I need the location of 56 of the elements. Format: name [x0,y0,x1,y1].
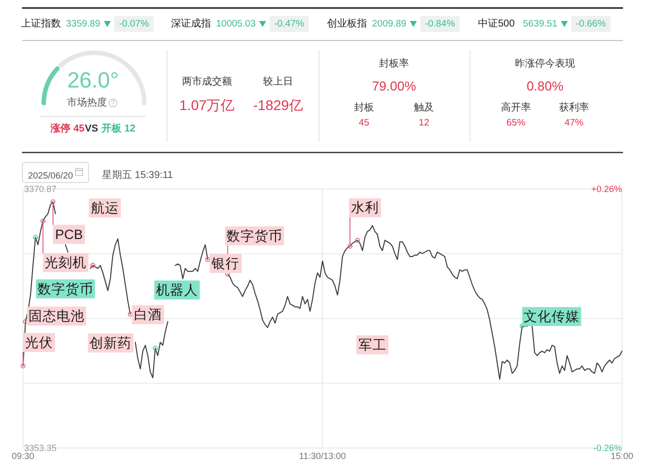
text: -0.47% [274,18,305,30]
annotation: 白酒 [134,307,162,322]
text: 45 [358,118,370,128]
annotation: 固态电池 [28,308,84,324]
y-tick-label: 3370.87 [24,184,57,194]
text: 昨涨停今表现 [515,58,575,70]
annotation: PCB [55,226,83,242]
annotation: 银行 [210,256,240,272]
text: 2009.89 [372,18,406,30]
text: -0.84% [424,18,456,30]
text: 涨停 45 [50,122,85,134]
text: 0.80% [526,78,564,94]
text: 10005.03 [216,18,256,30]
annotation: 数字货币 [226,228,282,244]
text: 开板 12 [100,122,136,134]
annotation: 机器人 [156,282,198,298]
y-tick-label: 3353.35 [24,443,57,453]
text: 12 [418,118,430,128]
annotation: 光伏 [25,334,53,350]
text: -0.66% [576,18,606,30]
y2-tick-label: -0.26% [593,443,622,453]
x-tick-label: 15:00 [610,451,634,461]
x-tick-label: 11:30/13:00 [299,451,346,461]
text: VS [84,124,98,134]
y2-tick-label: +0.26% [591,184,622,194]
text: 两市成交额 [182,76,232,88]
text: -0.07% [118,18,150,30]
annotation: 水利 [350,200,379,216]
text: 较上日 [263,76,293,88]
text: 封板率 [379,58,409,70]
text: 47% [564,118,584,128]
text: 79.00% [372,78,416,94]
text: 65% [506,118,526,128]
text: -1829亿 [253,97,303,113]
text: 1.07万亿 [179,97,235,113]
text: 获利率 [559,102,589,114]
text: 2025/06/20 [28,170,74,180]
text: 星期五 15:39:11 [102,169,174,181]
x-tick-label: 09:30 [12,451,34,461]
text: 26.0° [67,68,119,92]
text: 创业板指 [327,18,367,30]
annotation: 文化传媒 [524,309,580,324]
annotation: 航运 [90,200,119,216]
text: 触及 [414,102,434,114]
text: 市场热度 [67,96,107,108]
text: 高开率 [501,102,531,114]
text: 中证500 [478,18,516,30]
text: 3359.89 [66,18,100,30]
text: 5639.51 [523,18,558,30]
text: 深证成指 [171,18,211,30]
annotation: 光刻机 [44,255,87,270]
annotation: 军工 [358,337,386,352]
annotation: 数字货币 [37,281,94,296]
text: 上证指数 [21,18,61,30]
annotation: 创新药 [90,335,132,350]
text: 封板 [354,102,374,114]
